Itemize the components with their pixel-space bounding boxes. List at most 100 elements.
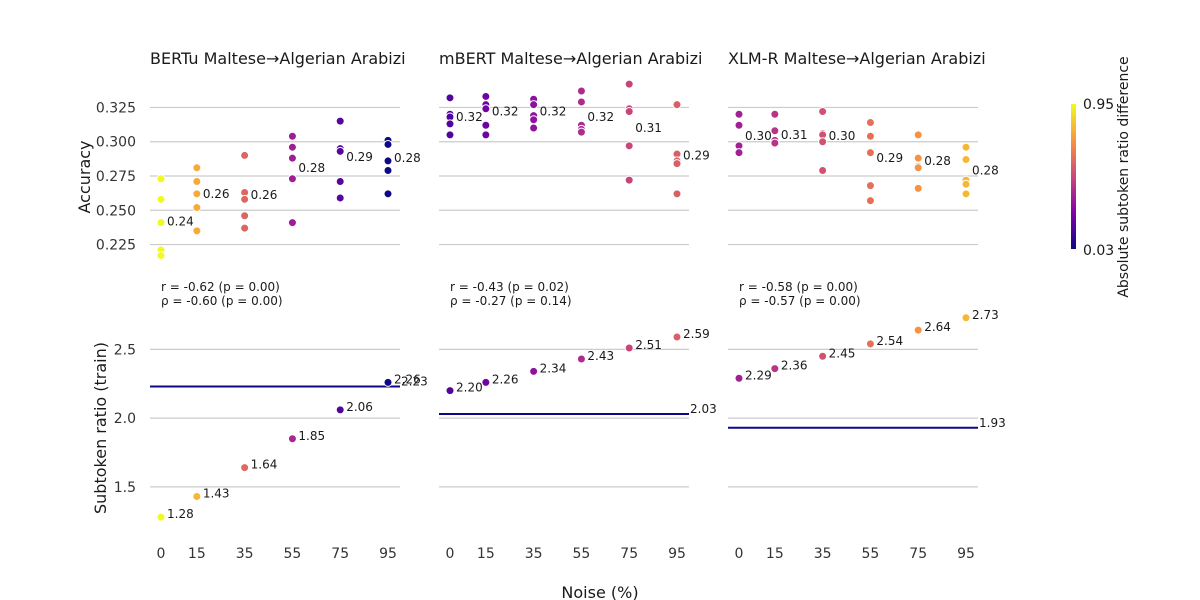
target-ratio-label: 1.93	[979, 416, 1006, 430]
mean-label: 0.29	[346, 150, 373, 164]
data-point	[287, 153, 297, 163]
data-point	[624, 79, 634, 89]
point-label: 2.26	[394, 372, 421, 386]
data-point	[287, 434, 297, 444]
x-tick-label: 75	[909, 546, 927, 562]
x-tick-label: 0	[157, 546, 166, 562]
data-point	[240, 463, 250, 473]
data-point	[192, 492, 202, 501]
data-point	[576, 97, 586, 107]
mean-label: 0.30	[745, 129, 772, 143]
point-label: 2.59	[683, 327, 710, 341]
data-point	[961, 179, 971, 189]
x-tick-label: 0	[735, 546, 744, 562]
data-point	[383, 377, 393, 387]
x-tick-label: 95	[379, 546, 397, 562]
data-point	[383, 189, 393, 199]
panel-top-0: BERTu Maltese→Algerian Arabizi 0.225 0.250…	[96, 49, 421, 308]
data-point	[240, 211, 250, 221]
data-point	[865, 196, 875, 206]
panel-bottom-1: 0 15 35 55 75 95 2.03 2.20 2.26 2.34 2.43 2.51 2.59	[439, 327, 717, 562]
point-label: 2.36	[781, 359, 808, 373]
data-point	[624, 107, 634, 117]
data-point	[156, 174, 166, 184]
data-point	[624, 343, 634, 353]
y-tick-label: 0.300	[96, 135, 136, 151]
data-point	[287, 131, 297, 141]
data-point	[481, 91, 491, 101]
panel-bottom-2: 0 15 35 55 75 95 1.93 2.29 2.36 2.45 2.54 2.64 2.73	[728, 308, 1006, 562]
pearson-stat: r = -0.62 (p = 0.00)	[161, 280, 280, 294]
mean-label: 0.24	[167, 214, 194, 228]
x-tick-label: 15	[766, 546, 784, 562]
x-tick-label: 75	[620, 546, 638, 562]
x-tick-label: 75	[331, 546, 349, 562]
data-point	[383, 156, 393, 166]
data-point	[672, 100, 682, 110]
colorbar-title: Absolute subtoken ratio difference	[1116, 56, 1132, 297]
spearman-stat: ρ = -0.27 (p = 0.14)	[450, 294, 572, 308]
y-axis-label-subtoken-ratio: Subtoken ratio (train)	[91, 342, 110, 514]
mean-label: 0.29	[876, 151, 903, 165]
data-point	[287, 142, 297, 152]
mean-label: 0.30	[829, 129, 856, 143]
panel-top-2: XLM-R Maltese→Algerian Arabizi 0.30 0.31 0.…	[728, 49, 999, 308]
data-point	[672, 332, 682, 342]
data-point	[576, 127, 586, 137]
mean-label: 0.28	[972, 164, 999, 178]
panel-title: XLM-R Maltese→Algerian Arabizi	[728, 49, 986, 68]
data-point	[240, 150, 250, 160]
x-tick-label: 55	[573, 546, 591, 562]
data-point	[734, 120, 744, 130]
data-point	[240, 223, 250, 233]
point-label: 2.34	[540, 361, 567, 375]
x-tick-label: 55	[862, 546, 880, 562]
point-label: 2.06	[346, 400, 373, 414]
point-label: 2.20	[456, 381, 483, 395]
data-point	[156, 194, 166, 204]
data-point	[865, 339, 875, 349]
colorbar-max-label: 0.95	[1083, 97, 1114, 113]
data-point	[865, 131, 875, 141]
mean-label: 0.31	[781, 128, 808, 142]
data-point	[481, 130, 491, 140]
data-point	[383, 166, 393, 176]
point-label: 1.85	[298, 429, 325, 443]
panel-title: BERTu Maltese→Algerian Arabizi	[150, 49, 406, 68]
data-point	[913, 163, 923, 173]
mean-label: 0.28	[394, 151, 421, 165]
data-point	[818, 166, 828, 176]
point-label: 2.45	[829, 346, 856, 360]
y-tick-label: 2.0	[114, 411, 136, 427]
data-point	[481, 120, 491, 130]
mean-label: 0.31	[635, 121, 662, 135]
point-label: 1.64	[251, 458, 278, 472]
point-label: 2.43	[587, 349, 614, 363]
data-point	[913, 325, 923, 335]
data-point	[383, 139, 393, 149]
data-point	[624, 141, 634, 151]
data-point	[192, 226, 202, 236]
data-point	[734, 373, 744, 383]
data-point	[818, 351, 828, 361]
data-point	[576, 354, 586, 364]
data-point	[770, 109, 780, 119]
data-point	[192, 163, 202, 173]
y-tick-label: 2.5	[114, 342, 136, 358]
x-tick-label: 15	[188, 546, 206, 562]
target-ratio-label: 2.23	[401, 375, 428, 389]
data-point	[335, 405, 345, 415]
data-point	[576, 86, 586, 96]
data-point	[192, 189, 202, 199]
mean-label: 0.26	[251, 188, 278, 202]
mean-label: 0.26	[203, 187, 230, 201]
y-tick-label: 0.275	[96, 169, 136, 185]
x-tick-label: 95	[957, 546, 975, 562]
mean-label: 0.32	[456, 110, 483, 124]
data-point	[734, 109, 744, 119]
data-point	[529, 123, 539, 133]
x-axis-label: Noise (%)	[561, 583, 638, 600]
data-point	[865, 148, 875, 158]
data-point	[192, 203, 202, 213]
